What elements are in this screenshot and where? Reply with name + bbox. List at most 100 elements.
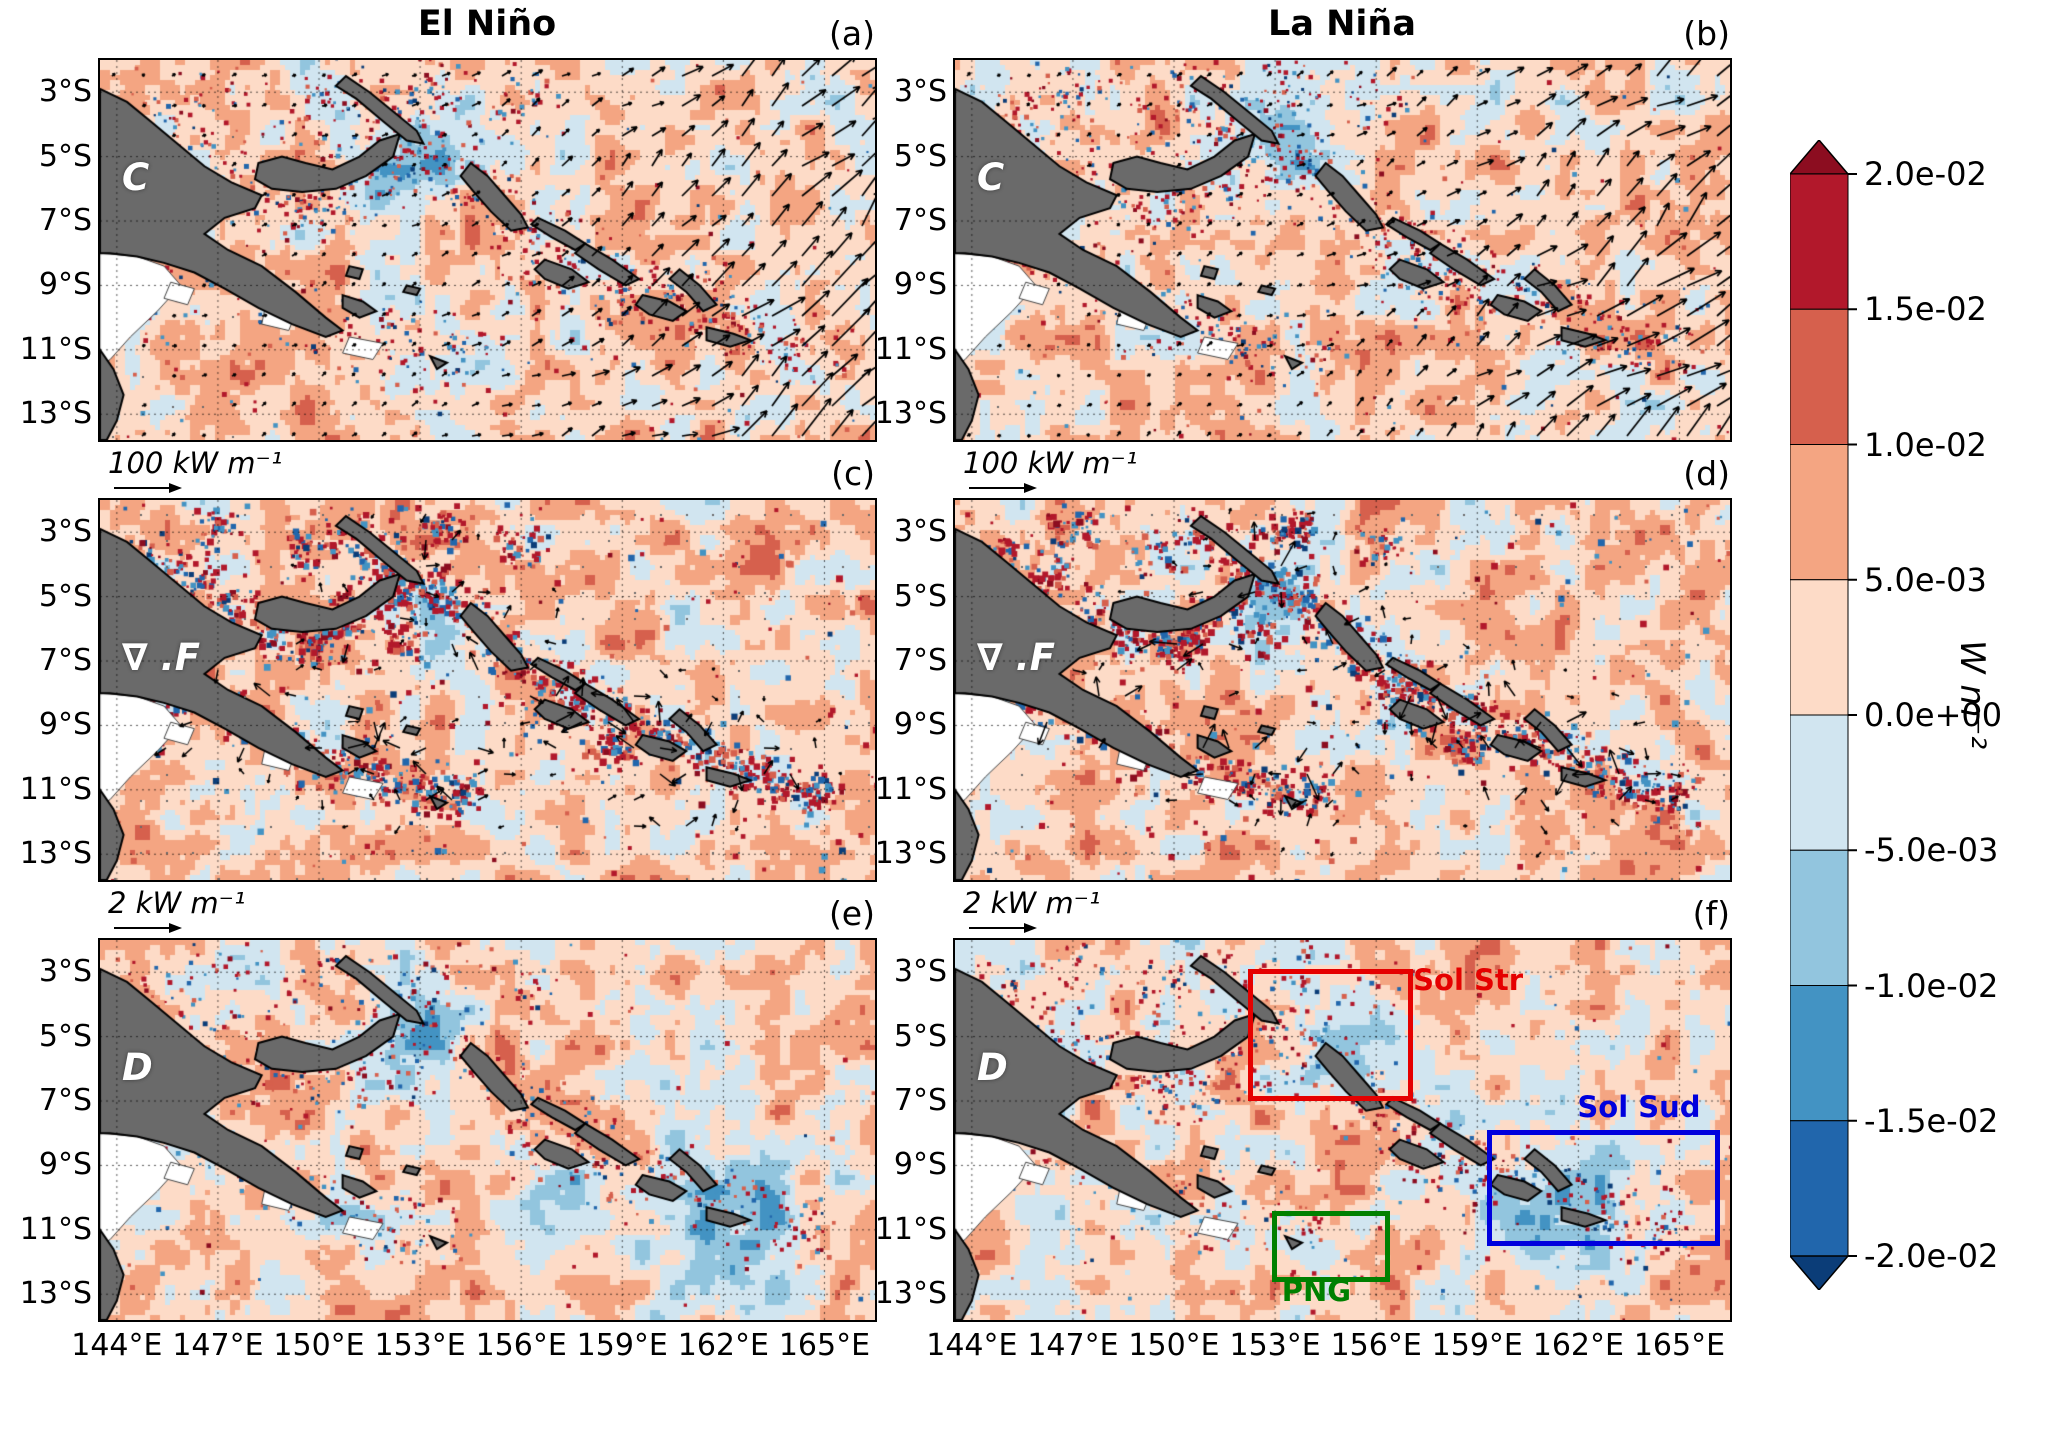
- y-tick-label: 9°S: [38, 1147, 92, 1183]
- region-box-sol-sud: [1487, 1130, 1720, 1247]
- y-tick-label: 5°S: [893, 578, 947, 614]
- map-panel-a: [98, 58, 877, 442]
- x-tick-label: 147°E: [172, 1328, 264, 1363]
- y-tick-label: 3°S: [38, 954, 92, 990]
- y-tick-label: 11°S: [19, 1211, 92, 1247]
- x-tick-label: 144°E: [71, 1328, 163, 1363]
- y-tick-label: 5°S: [38, 1018, 92, 1054]
- row-label-d: D: [122, 1046, 153, 1089]
- colorbar-tick-label: 5.0e-03: [1864, 560, 1987, 599]
- y-tick-label: 9°S: [893, 267, 947, 303]
- colorbar-tick-label: -1.5e-02: [1864, 1101, 1999, 1140]
- y-tick-label: 13°S: [19, 396, 92, 432]
- colorbar-tick-label: 0.0e+00: [1864, 696, 2003, 734]
- map-canvas-d: [955, 500, 1730, 880]
- y-tick-label: 13°S: [19, 1276, 92, 1312]
- y-tick-label: 7°S: [38, 643, 92, 679]
- y-tick-label: 11°S: [19, 331, 92, 367]
- map-canvas-b: [955, 60, 1730, 440]
- column-title-la-nina: La Niña: [1268, 4, 1416, 44]
- row-label-gradF: ∇ .F: [122, 636, 200, 679]
- x-tick-label: 159°E: [576, 1328, 668, 1363]
- x-tick-label: 162°E: [677, 1328, 769, 1363]
- x-tick-label: 153°E: [374, 1328, 466, 1363]
- row-label-gradF: ∇ .F: [977, 636, 1055, 679]
- quiver-key-arrow-icon: [969, 923, 1037, 933]
- x-tick-label: 156°E: [1330, 1328, 1422, 1363]
- y-tick-label: 11°S: [874, 1211, 947, 1247]
- map-canvas-e: [100, 940, 875, 1320]
- panel-letter-d: (d): [1683, 454, 1730, 493]
- region-label-sol-sud: Sol Sud: [1577, 1090, 1701, 1124]
- colorbar-svg: [1790, 140, 1857, 1290]
- colorbar-tick-label: 1.5e-02: [1864, 290, 1987, 329]
- row-label-c: C: [977, 156, 1005, 199]
- quiver-key-arrow-icon: [114, 483, 182, 493]
- colorbar-tick-label: -5.0e-03: [1864, 831, 1999, 870]
- panel-letter-f: (f): [1692, 894, 1730, 933]
- map-panel-b: [953, 58, 1732, 442]
- x-tick-label: 156°E: [475, 1328, 567, 1363]
- panel-letter-b: (b): [1683, 14, 1730, 53]
- y-tick-label: 3°S: [893, 514, 947, 550]
- y-tick-label: 9°S: [38, 267, 92, 303]
- map-panel-d: [953, 498, 1732, 882]
- y-tick-label: 5°S: [38, 138, 92, 174]
- map-canvas-a: [100, 60, 875, 440]
- column-title-el-nino: El Niño: [417, 4, 557, 44]
- y-tick-label: 9°S: [893, 707, 947, 743]
- row-label-c: C: [122, 156, 150, 199]
- x-tick-label: 153°E: [1229, 1328, 1321, 1363]
- quiver-key-label: 2 kW m⁻¹: [963, 886, 1101, 920]
- y-tick-label: 3°S: [893, 954, 947, 990]
- x-tick-label: 147°E: [1027, 1328, 1119, 1363]
- map-panel-c: [98, 498, 877, 882]
- map-panel-e: [98, 938, 877, 1322]
- x-tick-label: 165°E: [778, 1328, 871, 1363]
- quiver-key-arrow-icon: [969, 483, 1037, 493]
- region-label-sol-str: Sol Str: [1413, 962, 1524, 997]
- y-tick-label: 7°S: [893, 203, 947, 239]
- quiver-key-label: 2 kW m⁻¹: [108, 886, 246, 920]
- x-tick-label: 144°E: [926, 1328, 1018, 1363]
- y-tick-label: 11°S: [874, 771, 947, 807]
- y-tick-label: 11°S: [874, 331, 947, 367]
- quiver-key-arrow-icon: [114, 923, 182, 933]
- x-tick-label: 159°E: [1431, 1328, 1523, 1363]
- y-tick-label: 7°S: [893, 1083, 947, 1119]
- y-tick-label: 9°S: [38, 707, 92, 743]
- x-tick-label: 162°E: [1532, 1328, 1624, 1363]
- map-panel-f: [953, 938, 1732, 1322]
- y-tick-label: 13°S: [874, 396, 947, 432]
- colorbar-tick-label: -1.0e-02: [1864, 966, 1999, 1005]
- panel-letter-c: (c): [831, 454, 875, 493]
- y-tick-label: 7°S: [893, 643, 947, 679]
- y-tick-label: 13°S: [874, 836, 947, 872]
- x-tick-label: 165°E: [1633, 1328, 1726, 1363]
- y-tick-label: 7°S: [38, 1083, 92, 1119]
- y-tick-label: 3°S: [38, 74, 92, 110]
- panel-letter-e: (e): [828, 894, 875, 933]
- quiver-key-label: 100 kW m⁻¹: [108, 446, 283, 480]
- y-tick-label: 13°S: [874, 1276, 947, 1312]
- y-tick-label: 3°S: [893, 74, 947, 110]
- region-label-png: PNG: [1281, 1273, 1352, 1308]
- y-tick-label: 5°S: [38, 578, 92, 614]
- row-label-d: D: [977, 1046, 1008, 1089]
- y-tick-label: 9°S: [893, 1147, 947, 1183]
- x-tick-label: 150°E: [273, 1328, 365, 1363]
- y-tick-label: 3°S: [38, 514, 92, 550]
- region-box-sol-str: [1248, 968, 1414, 1102]
- region-box-png: [1271, 1210, 1390, 1282]
- panel-letter-a: (a): [829, 14, 875, 53]
- y-tick-label: 11°S: [19, 771, 92, 807]
- y-tick-label: 5°S: [893, 1018, 947, 1054]
- x-tick-label: 150°E: [1128, 1328, 1220, 1363]
- y-tick-label: 5°S: [893, 138, 947, 174]
- map-canvas-c: [100, 500, 875, 880]
- y-tick-label: 13°S: [19, 836, 92, 872]
- colorbar-tick-label: 1.0e-02: [1864, 425, 1987, 464]
- y-tick-label: 7°S: [38, 203, 92, 239]
- colorbar-tick-label: -2.0e-02: [1864, 1237, 1999, 1275]
